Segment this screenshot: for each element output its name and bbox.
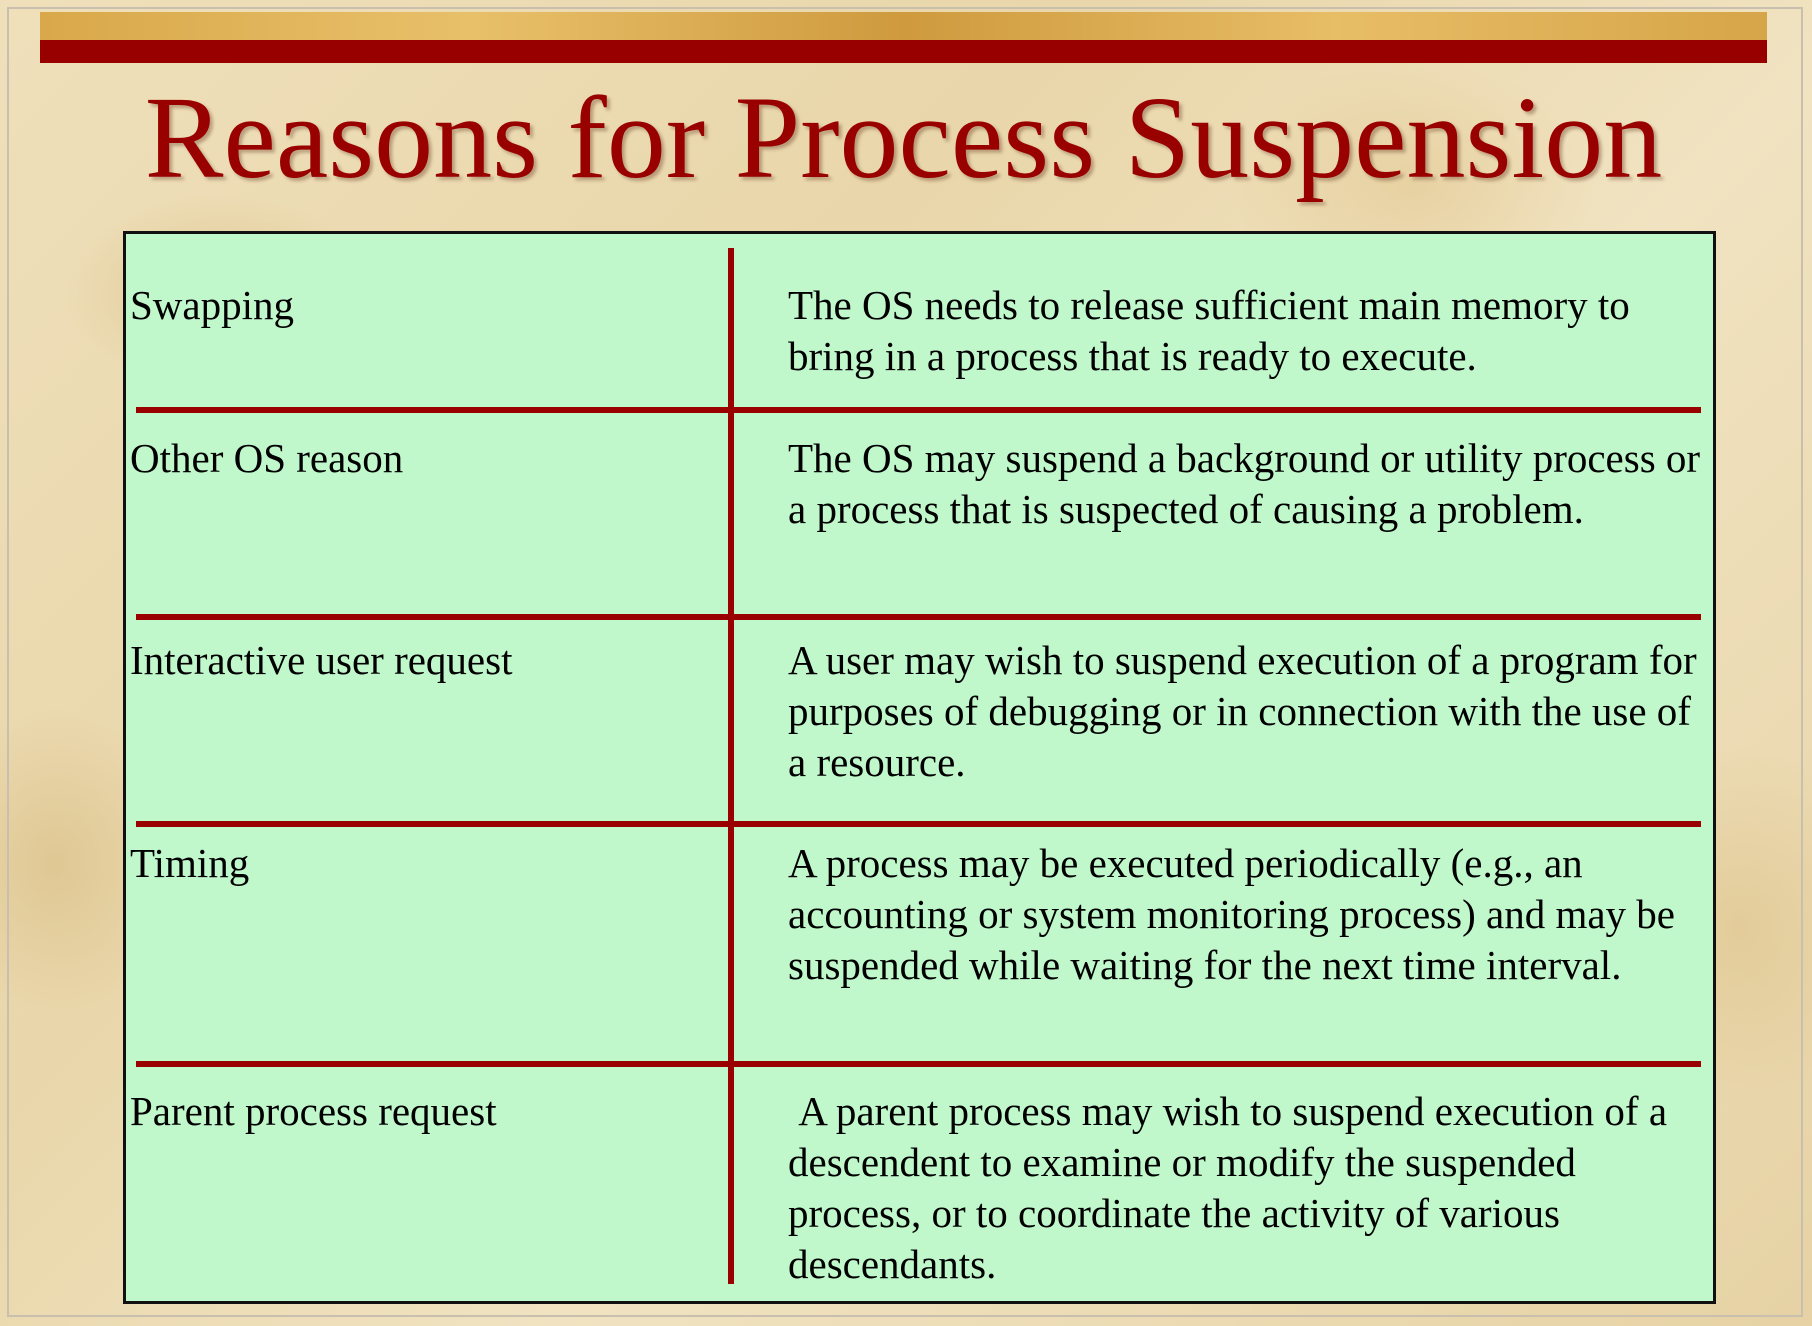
reasons-table: Swapping The OS needs to release suffici… [123, 231, 1716, 1304]
column-divider [728, 248, 734, 1284]
table-row-reason: Interactive user request [130, 637, 513, 683]
top-rule [40, 40, 1767, 63]
table-row-description: A parent process may wish to suspend exe… [788, 1088, 1678, 1287]
row-divider [136, 1061, 1701, 1067]
page-title: Reasons for Process Suspension [144, 72, 1663, 203]
table-row-description: A process may be executed periodically (… [788, 840, 1675, 988]
table-row-reason: Other OS reason [130, 435, 404, 481]
row-divider [136, 821, 1701, 827]
slide-frame [7, 7, 1803, 1317]
table-row-reason: Swapping [130, 282, 294, 328]
row-divider [136, 614, 1701, 620]
table-row-description: A user may wish to suspend execution of … [788, 637, 1697, 785]
row-divider [136, 407, 1701, 413]
table-row-description: The OS needs to release sufficient main … [788, 282, 1630, 379]
top-decorative-band [40, 12, 1767, 40]
table-row-reason: Parent process request [130, 1088, 497, 1134]
table-row-reason: Timing [130, 840, 250, 886]
table-row-description: The OS may suspend a background or utili… [788, 435, 1701, 532]
